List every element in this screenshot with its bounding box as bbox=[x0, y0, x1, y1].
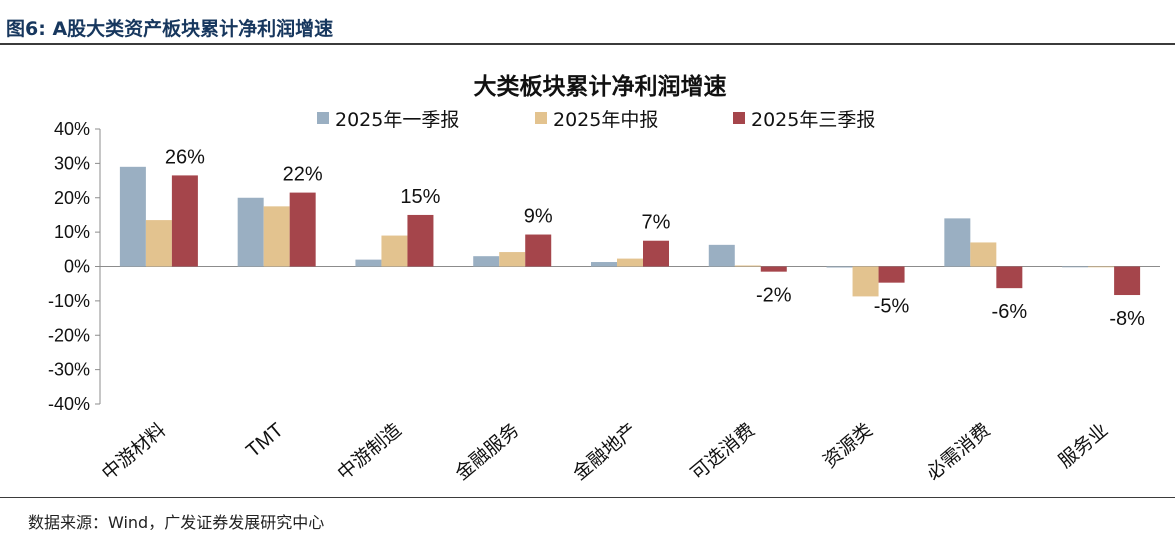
bar-2025年中报-必需消费 bbox=[970, 242, 997, 267]
y-tick-label: -10% bbox=[48, 291, 90, 311]
figure-caption: A股大类资产板块累计净利润增速 bbox=[52, 18, 334, 40]
bar-2025年一季报-中游材料 bbox=[119, 166, 146, 267]
x-category-label: 可选消费 bbox=[687, 419, 759, 485]
legend-swatch-2025年中报 bbox=[535, 112, 547, 124]
x-category-label: 金融地产 bbox=[569, 419, 641, 485]
bar-2025年一季报-可选消费 bbox=[708, 244, 735, 267]
legend-label-2025年三季报: 2025年三季报 bbox=[751, 109, 875, 131]
bar-2025年中报-TMT bbox=[263, 206, 290, 267]
legend-swatch-2025年一季报 bbox=[317, 112, 329, 124]
data-label: -8% bbox=[1109, 308, 1145, 330]
x-category-label: 资源类 bbox=[819, 419, 877, 473]
y-tick-label: 30% bbox=[54, 153, 90, 173]
bar-2025年一季报-资源类 bbox=[826, 266, 853, 268]
bar-2025年三季报-中游材料 bbox=[171, 175, 198, 267]
bar-2025年三季报-必需消费 bbox=[996, 266, 1023, 289]
y-tick-label: -20% bbox=[48, 325, 90, 345]
bar-2025年三季报-资源类 bbox=[878, 266, 905, 283]
data-label: 7% bbox=[642, 212, 671, 234]
x-category-label: 中游材料 bbox=[98, 419, 170, 485]
figure-label: 图6: bbox=[6, 18, 46, 40]
data-label: 26% bbox=[165, 146, 205, 168]
data-label: -2% bbox=[756, 285, 792, 307]
legend-label-2025年中报: 2025年中报 bbox=[553, 109, 658, 131]
bar-2025年中报-中游制造 bbox=[381, 235, 408, 267]
y-tick-label: 10% bbox=[54, 222, 90, 242]
bar-2025年中报-中游材料 bbox=[145, 220, 172, 267]
y-tick-label: 0% bbox=[64, 257, 90, 277]
bar-2025年中报-服务业 bbox=[1088, 266, 1115, 268]
top-rule bbox=[0, 43, 1175, 45]
legend-label-2025年一季报: 2025年一季报 bbox=[335, 109, 459, 131]
bar-2025年三季报-TMT bbox=[289, 192, 316, 267]
bottom-rule bbox=[0, 497, 1175, 498]
y-tick-label: 40% bbox=[54, 119, 90, 139]
x-category-label: 必需消费 bbox=[922, 419, 994, 485]
bar-2025年中报-资源类 bbox=[852, 266, 879, 297]
bar-2025年一季报-金融服务 bbox=[473, 256, 500, 267]
figure-title: 图6: A股大类资产板块累计净利润增速 bbox=[6, 14, 333, 41]
bar-2025年中报-金融地产 bbox=[617, 258, 643, 267]
x-category-label: 金融服务 bbox=[451, 419, 523, 485]
data-label: 15% bbox=[400, 186, 440, 208]
bar-2025年三季报-金融服务 bbox=[525, 234, 552, 267]
bar-2025年一季报-金融地产 bbox=[591, 262, 617, 267]
bar-2025年中报-可选消费 bbox=[734, 265, 761, 267]
source-note: 数据来源：Wind，广发证券发展研究中心 bbox=[28, 513, 325, 532]
x-category-label: 中游制造 bbox=[333, 419, 405, 485]
y-tick-label: 20% bbox=[54, 188, 90, 208]
bar-2025年一季报-中游制造 bbox=[355, 259, 382, 267]
bar-2025年中报-金融服务 bbox=[499, 252, 526, 267]
legend-swatch-2025年三季报 bbox=[733, 112, 745, 124]
data-label: 22% bbox=[283, 164, 323, 186]
y-tick-label: -30% bbox=[48, 360, 90, 380]
bar-2025年三季报-可选消费 bbox=[760, 266, 787, 272]
bar-2025年三季报-中游制造 bbox=[407, 214, 434, 267]
x-category-label: TMT bbox=[242, 419, 288, 462]
bar-2025年一季报-服务业 bbox=[1062, 266, 1089, 268]
bar-2025年一季报-必需消费 bbox=[944, 218, 971, 267]
data-label: -6% bbox=[992, 301, 1028, 323]
data-label: -5% bbox=[874, 296, 910, 318]
data-label: 9% bbox=[524, 206, 553, 228]
y-tick-label: -40% bbox=[48, 394, 90, 414]
x-category-label: 服务业 bbox=[1055, 419, 1113, 473]
chart-title: 大类板块累计净利润增速 bbox=[474, 73, 727, 100]
bar-2025年三季报-金融地产 bbox=[643, 240, 669, 267]
bar-2025年一季报-TMT bbox=[237, 197, 264, 267]
bar-2025年三季报-服务业 bbox=[1114, 266, 1141, 296]
